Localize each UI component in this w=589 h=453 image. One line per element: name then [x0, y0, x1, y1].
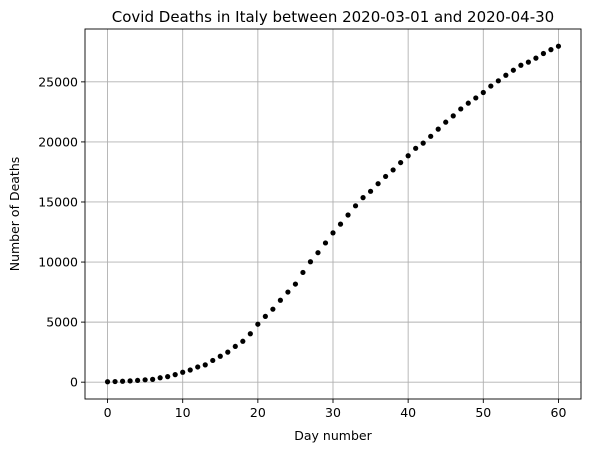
data-point: [247, 331, 253, 337]
data-point: [255, 321, 261, 327]
data-point: [525, 59, 531, 65]
data-points: [104, 43, 562, 385]
data-point: [443, 119, 449, 125]
y-tick-label: 25000: [38, 74, 78, 89]
data-point: [383, 173, 389, 180]
data-point: [104, 379, 111, 385]
x-tick-label: 20: [250, 405, 266, 420]
data-point: [225, 349, 231, 355]
data-point: [195, 364, 201, 370]
data-point: [503, 72, 509, 78]
data-point: [555, 43, 562, 49]
data-point: [127, 378, 133, 384]
data-point: [112, 378, 118, 385]
data-point: [217, 353, 223, 359]
ticks: 0 10 20 30 40 50 60 0 5000 10000 15000 20000 25000: [38, 74, 566, 420]
data-point: [458, 106, 464, 112]
data-point: [398, 159, 404, 166]
data-point: [240, 338, 246, 344]
data-point: [413, 145, 419, 151]
data-point: [533, 55, 539, 61]
data-point: [495, 78, 501, 84]
data-point: [142, 377, 148, 383]
data-point: [210, 357, 216, 364]
data-point: [352, 203, 359, 209]
data-point: [232, 343, 238, 350]
y-tick-label: 20000: [38, 134, 78, 149]
data-point: [202, 362, 208, 368]
data-point: [540, 50, 547, 57]
data-point: [292, 281, 299, 287]
data-point: [428, 133, 434, 139]
x-tick-label: 30: [325, 405, 341, 420]
chart-title: Covid Deaths in Italy between 2020-03-01…: [112, 8, 554, 26]
data-point: [473, 95, 479, 101]
data-point: [285, 289, 291, 295]
x-tick-label: 10: [175, 405, 191, 420]
data-point: [488, 83, 494, 89]
grid: [85, 29, 581, 399]
data-point: [360, 195, 366, 201]
data-point: [518, 62, 524, 68]
data-point: [165, 374, 171, 380]
data-point: [157, 375, 163, 381]
data-point: [322, 240, 329, 246]
data-point: [375, 181, 381, 187]
data-point: [270, 306, 276, 312]
data-point: [390, 167, 396, 173]
y-tick-label: 0: [70, 375, 78, 390]
y-tick-label: 15000: [38, 194, 78, 209]
x-tick-label: 40: [400, 405, 416, 420]
data-point: [450, 113, 456, 119]
data-point: [150, 376, 156, 382]
x-tick-label: 60: [551, 405, 567, 420]
data-point: [135, 377, 141, 384]
data-point: [480, 89, 486, 96]
x-tick-label: 0: [104, 405, 112, 420]
data-point: [337, 221, 344, 227]
data-point: [548, 47, 554, 53]
x-axis-label: Day number: [294, 428, 372, 443]
data-point: [180, 369, 186, 375]
data-point: [119, 378, 126, 384]
data-point: [300, 269, 306, 276]
data-point: [367, 188, 374, 194]
data-point: [307, 259, 314, 265]
data-point: [405, 153, 411, 159]
data-point: [277, 297, 283, 303]
data-point: [187, 367, 193, 373]
data-point: [262, 313, 268, 319]
data-point: [315, 250, 321, 256]
data-point: [345, 212, 351, 218]
data-point: [172, 372, 178, 378]
data-point: [510, 67, 516, 73]
y-axis-label: Number of Deaths: [7, 157, 22, 272]
data-point: [435, 126, 441, 132]
y-tick-label: 10000: [38, 255, 78, 270]
data-point: [330, 230, 336, 236]
y-tick-label: 5000: [46, 315, 78, 330]
x-tick-label: 50: [475, 405, 491, 420]
data-point: [420, 140, 426, 146]
data-point: [465, 100, 471, 106]
